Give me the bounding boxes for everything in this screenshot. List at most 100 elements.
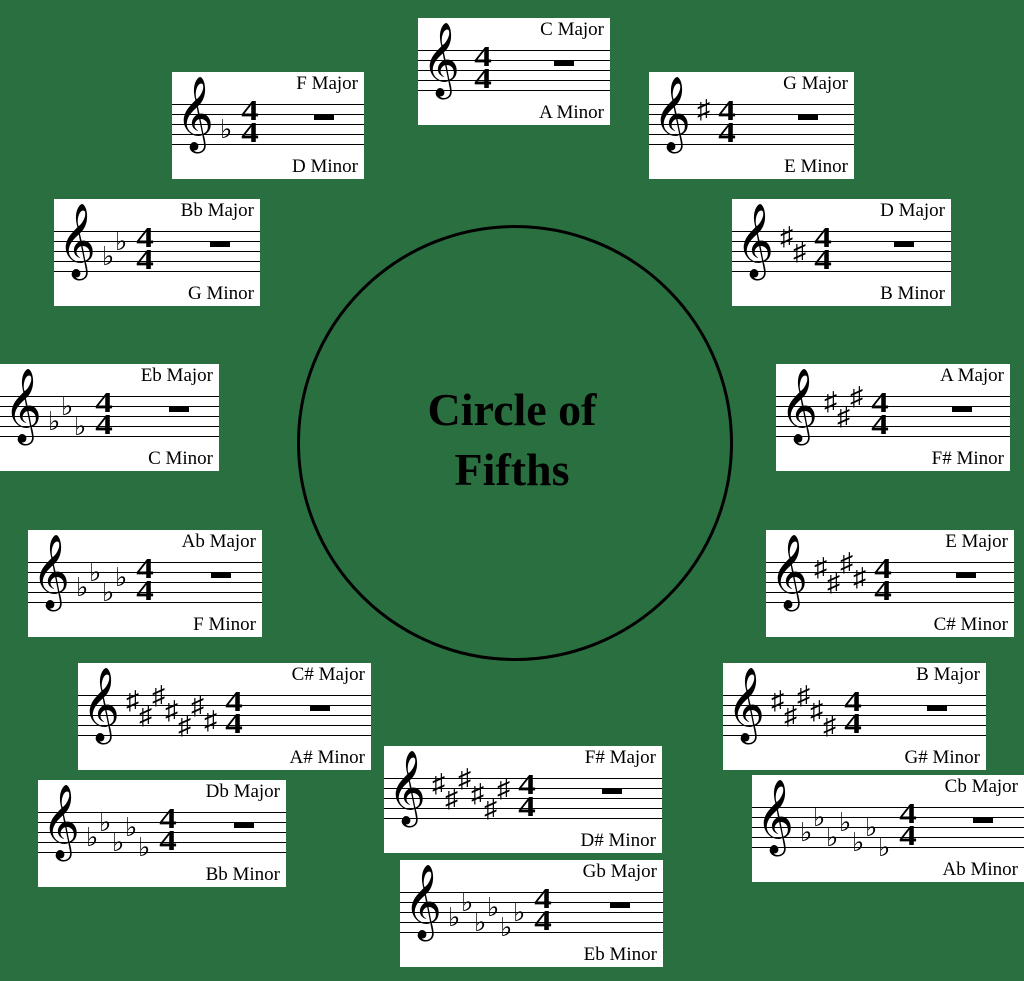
key-card-db: Db MajorBb Minor𝄞♭♭♭♭♭44 <box>38 780 286 887</box>
whole-rest-icon <box>894 241 914 247</box>
whole-rest-icon <box>952 406 972 412</box>
treble-clef-icon: 𝄞 <box>727 673 765 737</box>
sharp-icon: ♯ <box>191 693 204 719</box>
sharp-icon: ♯ <box>810 698 823 724</box>
flat-icon: ♭ <box>826 825 838 851</box>
flat-icon: ♭ <box>76 575 88 601</box>
flat-icon: ♭ <box>86 825 98 851</box>
flat-icon: ♭ <box>461 890 473 916</box>
major-label: F# Major <box>585 747 656 769</box>
major-label: Bb Major <box>181 200 254 222</box>
key-card-b: B MajorG# Minor𝄞♯♯♯♯♯44 <box>723 663 986 770</box>
minor-label: G Minor <box>188 283 254 305</box>
sharp-icon: ♯ <box>126 688 139 714</box>
diagram-title: Circle of Fifths <box>362 380 662 500</box>
title-line2: Fifths <box>362 440 662 500</box>
whole-rest-icon <box>314 114 334 120</box>
flat-icon: ♭ <box>102 580 114 606</box>
sharp-icon: ♯ <box>837 404 850 430</box>
sharp-icon: ♯ <box>471 781 484 807</box>
time-signature: 44 <box>869 393 891 437</box>
minor-label: A# Minor <box>290 747 365 769</box>
minor-label: E Minor <box>784 156 848 178</box>
minor-label: F Minor <box>193 614 256 636</box>
sharp-icon: ♯ <box>840 550 853 576</box>
whole-rest-icon <box>927 705 947 711</box>
time-signature: 44 <box>842 692 864 736</box>
flat-icon: ♭ <box>112 830 124 856</box>
major-label: Cb Major <box>945 776 1018 798</box>
whole-rest-icon <box>798 114 818 120</box>
treble-clef-icon: 𝄞 <box>176 82 214 146</box>
flat-icon: ♭ <box>878 835 890 861</box>
time-signature: 44 <box>716 101 738 145</box>
sharp-icon: ♯ <box>780 224 793 250</box>
sharp-icon: ♯ <box>204 708 217 734</box>
flat-icon: ♭ <box>115 229 127 255</box>
sharp-icon: ♯ <box>793 239 806 265</box>
time-signature: 44 <box>134 228 156 272</box>
sharp-icon: ♯ <box>850 384 863 410</box>
time-signature: 44 <box>472 47 494 91</box>
treble-clef-icon: 𝄞 <box>32 540 70 604</box>
flat-icon: ♭ <box>800 820 812 846</box>
time-signature: 44 <box>157 809 179 853</box>
treble-clef-icon: 𝄞 <box>736 209 774 273</box>
flat-icon: ♭ <box>61 394 73 420</box>
sharp-icon: ♯ <box>784 703 797 729</box>
sharp-icon: ♯ <box>823 713 836 739</box>
key-card-a: A MajorF# Minor𝄞♯♯♯44 <box>776 364 1010 471</box>
key-card-cs: C# MajorA# Minor𝄞♯♯♯♯♯♯♯44 <box>78 663 371 770</box>
whole-rest-icon <box>310 705 330 711</box>
key-card-gb: Gb MajorEb Minor𝄞♭♭♭♭♭♭44 <box>400 860 663 967</box>
whole-rest-icon <box>610 902 630 908</box>
treble-clef-icon: 𝄞 <box>82 673 120 737</box>
major-label: C# Major <box>292 664 365 686</box>
flat-icon: ♭ <box>474 910 486 936</box>
treble-clef-icon: 𝄞 <box>388 756 426 820</box>
time-signature: 44 <box>872 559 894 603</box>
title-line1: Circle of <box>362 380 662 440</box>
sharp-icon: ♯ <box>853 565 866 591</box>
whole-rest-icon <box>602 788 622 794</box>
major-label: Gb Major <box>583 861 657 883</box>
flat-icon: ♭ <box>74 414 86 440</box>
sharp-icon: ♯ <box>697 97 710 123</box>
key-card-eb: Eb MajorC Minor𝄞♭♭♭44 <box>0 364 219 471</box>
minor-label: F# Minor <box>932 448 1004 470</box>
flat-icon: ♭ <box>115 565 127 591</box>
time-signature: 44 <box>239 101 261 145</box>
time-signature: 44 <box>93 393 115 437</box>
key-card-bb: Bb MajorG Minor𝄞♭♭44 <box>54 199 260 306</box>
time-signature: 44 <box>812 228 834 272</box>
minor-label: Ab Minor <box>943 859 1018 881</box>
flat-icon: ♭ <box>487 895 499 921</box>
sharp-icon: ♯ <box>827 570 840 596</box>
major-label: E Major <box>945 531 1008 553</box>
major-label: Eb Major <box>141 365 213 387</box>
treble-clef-icon: 𝄞 <box>422 28 460 92</box>
time-signature: 44 <box>134 559 156 603</box>
minor-label: G# Minor <box>905 747 980 769</box>
sharp-icon: ♯ <box>814 555 827 581</box>
key-card-cb: Cb MajorAb Minor𝄞♭♭♭♭♭♭♭44 <box>752 775 1024 882</box>
major-label: D Major <box>880 200 945 222</box>
major-label: Ab Major <box>182 531 256 553</box>
major-label: B Major <box>916 664 980 686</box>
minor-label: A Minor <box>539 102 604 124</box>
flat-icon: ♭ <box>839 810 851 836</box>
whole-rest-icon <box>211 572 231 578</box>
flat-icon: ♭ <box>138 835 150 861</box>
time-signature: 44 <box>532 889 554 933</box>
sharp-icon: ♯ <box>178 713 191 739</box>
flat-icon: ♭ <box>102 244 114 270</box>
whole-rest-icon <box>554 60 574 66</box>
treble-clef-icon: 𝄞 <box>770 540 808 604</box>
key-card-e: E MajorC# Minor𝄞♯♯♯♯44 <box>766 530 1014 637</box>
major-label: G Major <box>783 73 848 95</box>
sharp-icon: ♯ <box>797 683 810 709</box>
sharp-icon: ♯ <box>824 389 837 415</box>
time-signature: 44 <box>897 804 919 848</box>
major-label: Db Major <box>206 781 280 803</box>
minor-label: C Minor <box>148 448 213 470</box>
